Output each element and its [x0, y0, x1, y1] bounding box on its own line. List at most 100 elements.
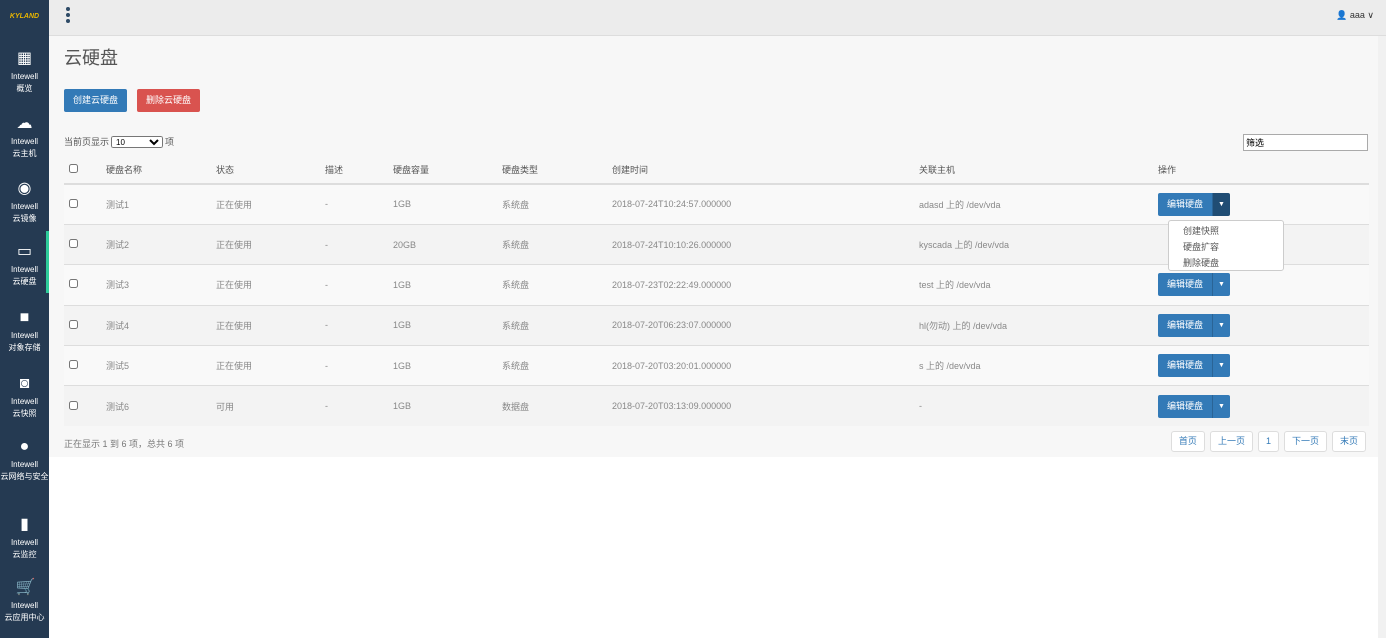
menu-dots-icon[interactable] [66, 7, 70, 25]
sidebar-item[interactable]: ▮ Intewell 云监控 [0, 516, 49, 561]
row-checkbox[interactable] [69, 400, 78, 410]
edit-dropdown-menu: 创建快照 硬盘扩容 删除硬盘 [1168, 220, 1284, 271]
edit-disk-button[interactable]: 编辑硬盘 [1158, 354, 1213, 378]
user-icon: 👤 [1336, 10, 1348, 20]
cell: 2018-07-20T03:13:09.000000 [612, 385, 919, 427]
table-row: 测试5 正在使用 -1GB 系统盘 2018-07-20T03:20:01.000000… [64, 345, 1369, 386]
cell: 测试3 [106, 264, 216, 306]
page-button[interactable]: 首页 [1170, 431, 1205, 452]
caret-down-icon[interactable]: ▼ [1212, 313, 1231, 337]
cell: 正在使用 [216, 304, 325, 346]
row-checkbox[interactable] [69, 319, 78, 329]
cell: 20GB [393, 223, 502, 265]
col-header[interactable]: 关联主机 [919, 156, 1158, 185]
select-all-checkbox[interactable] [69, 164, 78, 173]
cell: 2018-07-24T10:24:57.000000 [612, 183, 919, 225]
sidebar-brand: Intewell [10, 202, 39, 211]
page-button[interactable]: 1 [1257, 431, 1279, 452]
globe-icon: ● [19, 438, 30, 455]
cell: - [325, 183, 393, 225]
sidebar-item[interactable]: ● Intewell 云网络与安全 [0, 438, 49, 483]
col-header: 操作 [1158, 156, 1369, 185]
chevron-down-icon: ∨ [1367, 10, 1374, 20]
cell: 数据盘 [502, 385, 612, 427]
caret-down-icon[interactable]: ▼ [1212, 354, 1231, 378]
page-button[interactable]: 下一页 [1283, 431, 1327, 452]
user-menu[interactable]: 👤 aaa ∨ [1336, 10, 1374, 21]
sidebar-item[interactable]: ■ Intewell 对象存储 [0, 309, 49, 354]
menu-item-expand-disk[interactable]: 硬盘扩容 [1183, 242, 1220, 252]
caret-down-icon[interactable]: ▼ [1212, 192, 1231, 216]
cell: 1GB [393, 304, 502, 346]
sidebar-item[interactable]: ◉ Intewell 云镜像 [0, 180, 49, 225]
cell: 测试1 [106, 183, 216, 225]
cell: 2018-07-20T03:20:01.000000 [612, 345, 919, 386]
camera-icon: ◙ [19, 375, 30, 392]
cell: 正在使用 [216, 345, 325, 386]
menu-item-create-snapshot[interactable]: 创建快照 [1183, 226, 1220, 236]
edit-disk-button[interactable]: 编辑硬盘 [1158, 394, 1213, 418]
cell: - [325, 264, 393, 306]
edit-disk-button[interactable]: 编辑硬盘 [1158, 313, 1213, 337]
sidebar-brand: Intewell [10, 601, 39, 610]
cell: hl(勿动) 上的 /dev/vda [919, 304, 1158, 346]
cell: - [325, 223, 393, 265]
bar-chart-icon: ▮ [20, 516, 29, 533]
sidebar-item[interactable]: ▦ Intewell 概览 [0, 50, 49, 95]
delete-disk-button[interactable]: 删除云硬盘 [137, 89, 201, 112]
edit-disk-button-group: 编辑硬盘 ▼ [1158, 313, 1231, 337]
edit-disk-button[interactable]: 编辑硬盘 [1158, 273, 1213, 297]
edit-disk-button-group: 编辑硬盘 ▼ [1158, 354, 1231, 378]
edit-disk-button-group: 编辑硬盘 ▼ [1158, 273, 1231, 297]
sidebar: KYLAND ▦ Intewell 概览 ☁ Intewell 云主机 ◉ Intewell 云… [0, 0, 49, 638]
menu-item-delete-disk[interactable]: 删除硬盘 [1183, 258, 1220, 268]
cell: 测试6 [106, 385, 216, 427]
page-button[interactable]: 上一页 [1209, 431, 1253, 452]
cell: 测试2 [106, 223, 216, 265]
filter-input[interactable] [1243, 134, 1368, 151]
scrollbar[interactable] [1378, 36, 1386, 638]
col-header[interactable]: 描述 [325, 156, 393, 185]
cell: 测试4 [106, 304, 216, 346]
row-checkbox[interactable] [69, 198, 78, 208]
cell: 正在使用 [216, 183, 325, 225]
sidebar-label: 云快照 [12, 409, 37, 418]
col-header[interactable]: 硬盘容量 [393, 156, 502, 185]
sidebar-item[interactable]: ☁ Intewell 云主机 [0, 115, 49, 160]
edit-disk-button[interactable]: 编辑硬盘 [1158, 192, 1213, 216]
cell: 系统盘 [502, 223, 612, 265]
col-header[interactable]: 硬盘类型 [502, 156, 612, 185]
top-bar: 👤 aaa ∨ [49, 0, 1386, 36]
sidebar-label: 云监控 [12, 550, 37, 559]
sidebar-label: 对象存储 [8, 343, 41, 352]
row-checkbox[interactable] [69, 279, 78, 289]
logo: KYLAND [9, 13, 40, 20]
cloud-icon: ☁ [16, 115, 33, 132]
caret-down-icon[interactable]: ▼ [1212, 273, 1231, 297]
sidebar-brand: Intewell [10, 538, 39, 547]
sidebar-item[interactable]: ◙ Intewell 云快照 [0, 375, 49, 420]
cell: 1GB [393, 345, 502, 386]
page-title: 云硬盘 [64, 48, 118, 68]
length-suffix: 项 [165, 137, 175, 147]
cell: adasd 上的 /dev/vda [919, 183, 1158, 225]
disk-table: 硬盘名称 状态 描述 硬盘容量 硬盘类型 创建时间 关联主机 操作 测试1 正在使… [64, 156, 1369, 427]
page-button[interactable]: 末页 [1331, 431, 1366, 452]
sidebar-brand: Intewell [10, 72, 39, 81]
sidebar-item[interactable]: ▭ Intewell 云硬盘 [0, 231, 49, 293]
page-length-select[interactable]: 10 [111, 136, 164, 148]
pagination: 首页 上一页 1 下一页 末页 [1170, 431, 1366, 452]
cell: kyscada 上的 /dev/vda [919, 223, 1158, 265]
row-checkbox[interactable] [69, 239, 78, 249]
sidebar-item[interactable]: 🛒 Intewell 云应用中心 [0, 579, 49, 624]
col-header[interactable]: 创建时间 [612, 156, 919, 185]
caret-down-icon[interactable]: ▼ [1212, 394, 1231, 418]
length-label: 当前页显示 [64, 137, 110, 147]
username: aaa [1349, 10, 1365, 20]
col-header[interactable]: 状态 [216, 156, 325, 185]
create-disk-button[interactable]: 创建云硬盘 [64, 89, 128, 112]
row-checkbox[interactable] [69, 360, 78, 370]
table-row: 测试4 正在使用 -1GB 系统盘 2018-07-20T06:23:07.000000… [64, 304, 1369, 346]
cell: 正在使用 [216, 223, 325, 265]
col-header[interactable]: 硬盘名称 [106, 156, 216, 185]
